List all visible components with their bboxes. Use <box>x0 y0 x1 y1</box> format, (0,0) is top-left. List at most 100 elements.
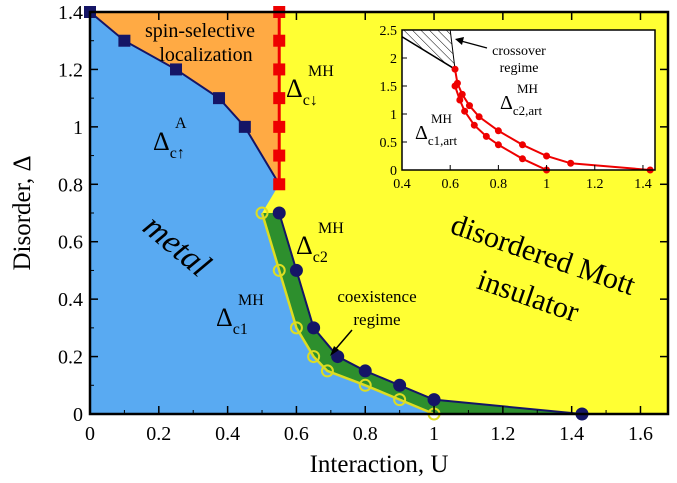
inset-delta-c2-marker <box>465 102 473 110</box>
coexistence-label-1: coexistence <box>337 287 416 306</box>
y-tick-label: 0.2 <box>58 347 83 369</box>
inset-delta-c1-marker <box>456 96 464 104</box>
x-tick-label: 0.8 <box>353 423 378 445</box>
x-tick-label: 0 <box>85 423 95 445</box>
inset-delta-c1-marker <box>518 155 526 163</box>
inset-delta-c2-label: Δc2,art <box>500 92 542 118</box>
y-axis-label: Disorder, Δ <box>9 155 36 270</box>
inset-x-tick-label: 1.2 <box>586 177 604 192</box>
inset-axis-ticks: 0.4 0.6 0.8 1 1.2 1.4 0 0.5 1 1.5 2 2.5 <box>380 24 652 192</box>
delta-c-down-MH-marker <box>273 120 286 133</box>
inset-y-tick-label: 1.5 <box>380 80 398 95</box>
delta-c-down-MH-marker <box>273 34 286 47</box>
delta-c2-MH-sup: MH <box>318 220 344 237</box>
inset-x-tick-label: 0.6 <box>441 177 459 192</box>
x-tick-label: 0.4 <box>215 423 240 445</box>
inset-delta-c1-marker <box>461 107 469 115</box>
inset-delta-c1-marker <box>482 132 490 140</box>
inset-x-tick-label: 0.4 <box>393 177 411 192</box>
delta-c1-MH-marker <box>358 378 372 392</box>
inset-delta-c2-marker <box>494 127 502 135</box>
delta-c1-MH-sup: MH <box>238 292 264 309</box>
inset-delta-c1-label: Δc1,art <box>415 122 457 148</box>
inset-delta-c2-marker <box>567 159 575 167</box>
crossover-arrow <box>460 40 488 49</box>
inset-x-tick-label: 1 <box>543 177 550 192</box>
x-tick-label: 0.2 <box>146 423 171 445</box>
delta-c-down-MH-sup: MH <box>308 63 334 80</box>
inset-delta-c2-line <box>454 69 651 171</box>
delta-c1-MH-marker <box>393 393 407 407</box>
coexistence-region <box>262 213 582 414</box>
inset-frame <box>401 29 656 171</box>
y-tick-label: 0.8 <box>58 174 83 196</box>
x-tick-label: 1.6 <box>628 423 653 445</box>
delta-c2-MH-marker <box>427 393 441 407</box>
inset-delta-c2-marker <box>543 152 551 160</box>
inset-y-tick-label: 2 <box>390 52 397 67</box>
crossover-label-1: crossover <box>492 44 546 59</box>
delta-c-down-MH-label: Δc↓ <box>286 74 318 109</box>
inset-delta-c2-marker <box>518 141 526 149</box>
inset-chart: 0.4 0.6 0.8 1 1.2 1.4 0 0.5 1 1.5 2 2.5 crossover r… <box>380 24 656 192</box>
delta-c2-MH-marker <box>358 364 372 378</box>
delta-c1-MH-marker <box>307 350 321 364</box>
inset-delta-c2-marker <box>475 113 483 121</box>
y-tick-label: 0.6 <box>58 232 83 254</box>
spin-selective-label-1: spin-selective <box>145 20 255 42</box>
delta-c-up-A-marker <box>118 34 131 47</box>
delta-c-down-MH-marker <box>273 63 286 76</box>
spin-selective-region <box>90 12 280 185</box>
delta-c-up-A-label: Δc↑ <box>153 127 185 162</box>
inset-y-tick-label: 0 <box>390 164 397 179</box>
inset-delta-c2-sup: MH <box>517 81 538 96</box>
delta-c-up-A-marker <box>170 63 183 76</box>
delta-c-up-A-sup: A <box>175 115 187 132</box>
delta-c2-MH-marker <box>307 321 321 335</box>
inset-curves <box>401 36 654 174</box>
y-tick-label: 0 <box>73 404 83 426</box>
delta-c-up-A-marker <box>213 92 226 105</box>
x-tick-label: 1 <box>429 423 439 445</box>
inset-delta-c1-marker <box>494 141 502 149</box>
inset-delta-c2-marker <box>451 65 459 73</box>
delta-c-up-A-marker <box>238 120 251 133</box>
delta-c2-MH-marker <box>272 206 286 220</box>
crossover-label-2: regime <box>500 61 539 76</box>
coexistence-arrowhead <box>330 346 339 356</box>
inset-delta-c1-marker <box>451 82 459 90</box>
delta-c2-MH-marker <box>331 350 345 364</box>
delta-c1-MH-marker <box>289 321 303 335</box>
delta-c-down-MH-marker <box>273 178 286 191</box>
main-curves <box>84 6 589 421</box>
coexistence-arrow <box>333 329 353 352</box>
inset-y-tick-label: 2.5 <box>380 24 398 39</box>
inset-y-tick-label: 1 <box>390 108 397 123</box>
main-axis-ticks: 0 0.2 0.4 0.6 0.8 1 1.2 1.4 1.6 0 0.2 0.4 0.6 0.8 1 1.2… <box>58 2 668 445</box>
y-tick-label: 1 <box>73 117 83 139</box>
delta-c1-MH-label: Δc1 <box>216 303 248 338</box>
inset-delta-c1-marker <box>470 121 478 129</box>
y-tick-label: 0.4 <box>58 289 83 311</box>
y-tick-label: 1.2 <box>58 59 83 81</box>
delta-c1-MH-marker <box>272 263 286 277</box>
x-tick-label: 1.2 <box>490 423 515 445</box>
inset-x-tick-label: 1.4 <box>634 177 652 192</box>
delta-c2-MH-marker <box>393 378 407 392</box>
spin-selective-label-2: localization <box>159 44 252 66</box>
delta-c1-MH-marker <box>255 206 269 220</box>
delta-c2-MH-label: Δc2 <box>296 231 328 266</box>
y-tick-label: 1.4 <box>58 2 83 24</box>
x-tick-label: 1.4 <box>559 423 584 445</box>
x-tick-label: 0.6 <box>284 423 309 445</box>
delta-c-down-MH-marker <box>273 92 286 105</box>
crossover-boundary <box>401 36 456 70</box>
inset-delta-c1-sup: MH <box>431 111 452 126</box>
delta-c2-MH-marker <box>289 263 303 277</box>
delta-c1-MH-marker <box>320 364 334 378</box>
delta-c-down-MH-marker <box>273 149 286 162</box>
inset-y-tick-label: 0.5 <box>380 136 398 151</box>
x-axis-label: Interaction, U <box>310 451 449 478</box>
coexistence-label-2: regime <box>353 310 400 329</box>
